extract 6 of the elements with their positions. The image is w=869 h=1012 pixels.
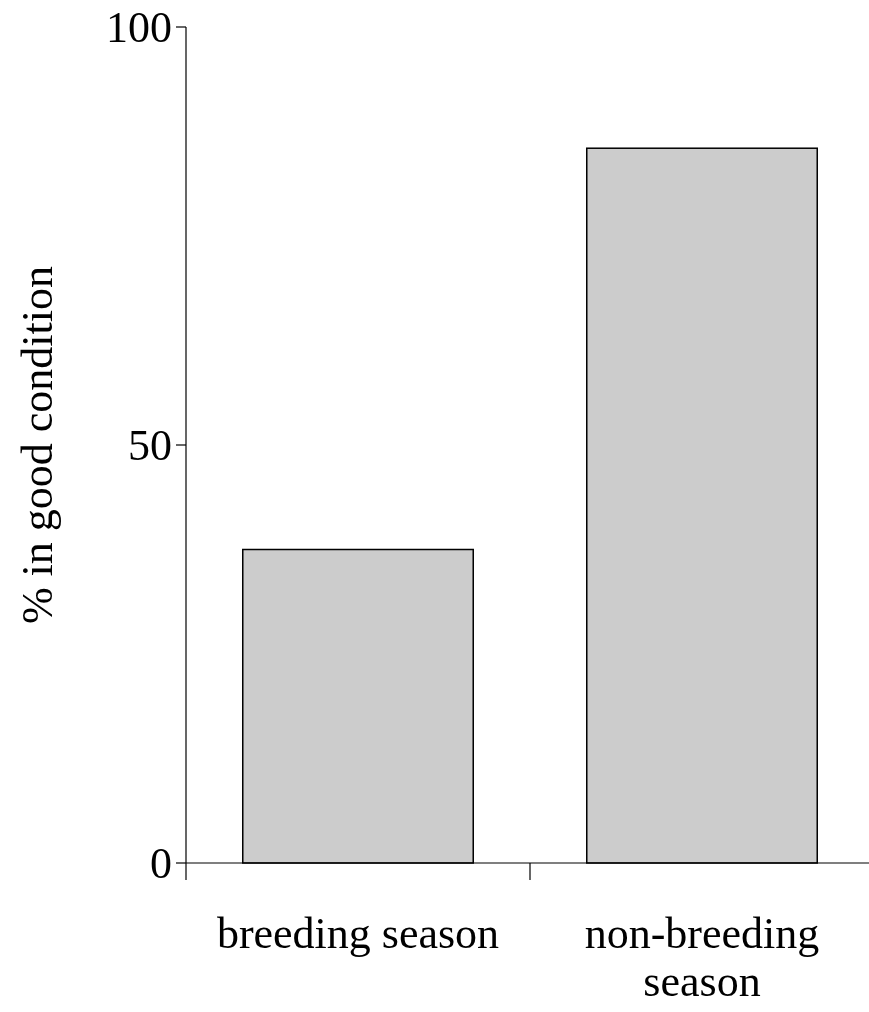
y-tick-label: 50 <box>128 421 172 471</box>
y-tick-label: 100 <box>106 3 172 53</box>
y-tick-label: 0 <box>150 839 172 889</box>
x-tick-label: non-breeding season <box>584 909 820 1006</box>
y-axis-title: % in good condition <box>13 265 62 625</box>
x-tick-label: breeding season <box>216 909 500 958</box>
